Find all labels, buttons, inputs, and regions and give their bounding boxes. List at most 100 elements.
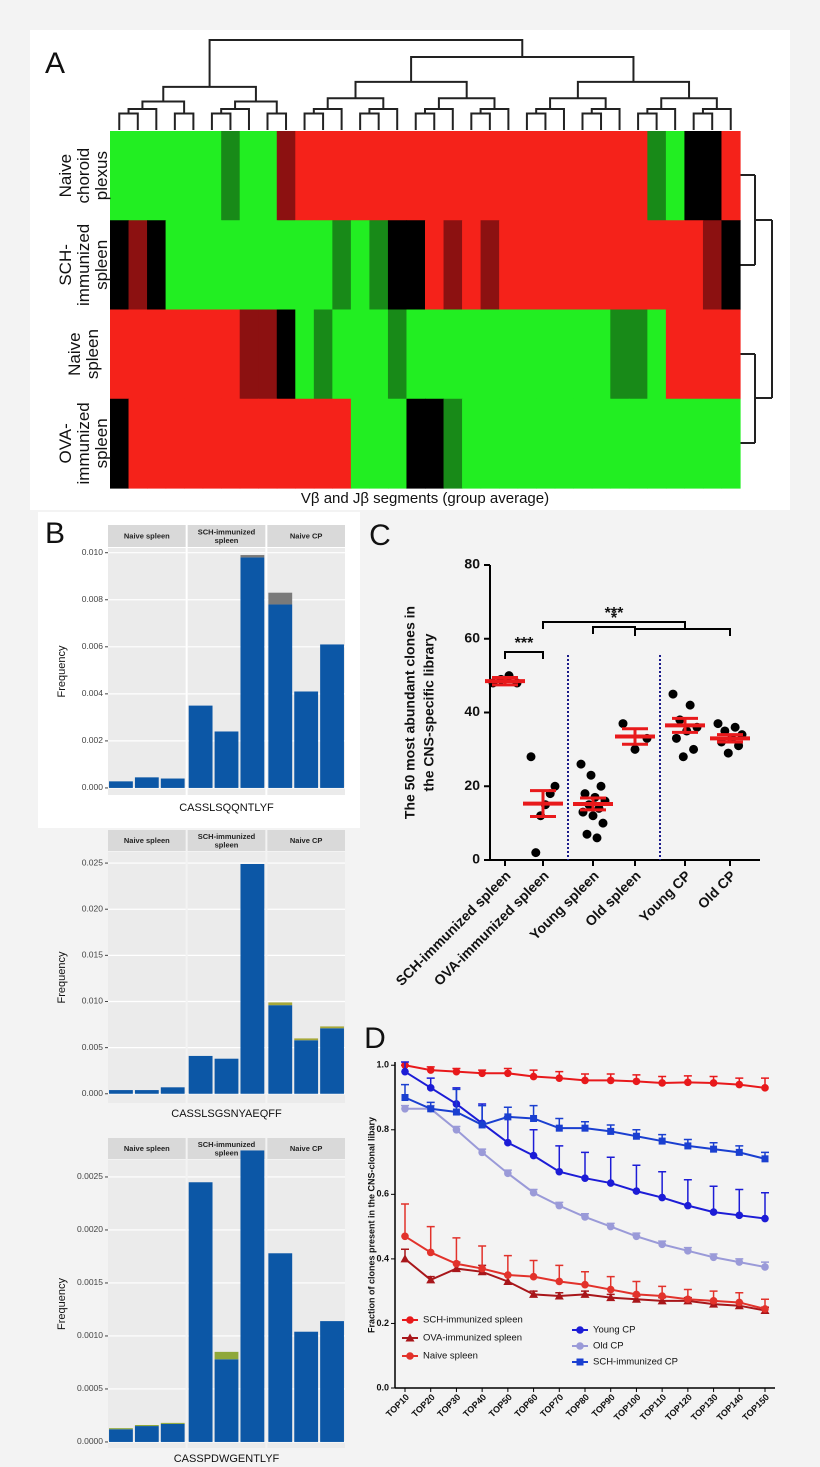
bar [109, 781, 133, 788]
data-point [555, 1124, 563, 1132]
heatmap-cell [462, 309, 482, 400]
heatmap-cell [665, 309, 686, 400]
data-point [632, 1077, 641, 1086]
heatmap-cell [147, 309, 167, 400]
data-point [735, 1211, 744, 1220]
heatmap-cell [647, 220, 667, 311]
y-tick-label: 0.008 [82, 594, 104, 604]
data-point [581, 1213, 589, 1221]
heatmap-cell [591, 220, 611, 311]
data-point [555, 1167, 564, 1176]
data-point [632, 1187, 641, 1195]
heatmap-cell [536, 309, 556, 400]
heatmap-cell [369, 131, 389, 221]
heatmap-cell [110, 131, 130, 221]
facet-label: Naive CP [290, 1144, 323, 1153]
significance-bracket [634, 628, 731, 636]
bar [240, 1150, 265, 1442]
data-point [632, 1132, 640, 1140]
data-point [713, 719, 723, 729]
heatmap-cell [221, 220, 241, 311]
data-point [478, 1148, 486, 1157]
heatmap-cell [202, 309, 222, 400]
heatmap-cell [295, 398, 315, 489]
error-bar [452, 1237, 461, 1264]
y-tick-label: 0.002 [82, 735, 104, 745]
error-bar [709, 1185, 718, 1213]
y-tick-label: 0.0025 [77, 1171, 103, 1181]
legend-label: Old CP [593, 1341, 624, 1352]
error-bar [683, 1179, 692, 1206]
heatmap-cell [128, 131, 148, 221]
y-axis-label: Frequency [56, 951, 68, 1003]
data-point [452, 1067, 461, 1076]
data-point [684, 1078, 692, 1087]
heatmap-cell [443, 309, 463, 400]
bar [134, 1424, 159, 1427]
heatmap-cell [721, 131, 741, 221]
data-point [554, 1291, 564, 1300]
data-point [761, 1214, 769, 1223]
heatmap-cell [573, 309, 593, 400]
heatmap-cell [554, 398, 574, 489]
heatmap-cell [573, 220, 593, 311]
data-point [709, 1079, 718, 1087]
panel-letter: D [364, 1022, 386, 1055]
y-tick-label: 0.010 [82, 996, 104, 1006]
y-tick-label: 0.0020 [77, 1224, 103, 1234]
data-point [580, 789, 590, 799]
heatmap-cell [313, 398, 333, 489]
data-point [761, 1084, 769, 1092]
data-point [761, 1263, 769, 1271]
error-bar [622, 727, 648, 746]
error-bar [426, 1225, 435, 1253]
heatmap-cell [517, 220, 537, 311]
data-point [658, 1292, 666, 1300]
legend-label: Young CP [593, 1325, 635, 1336]
bar [160, 1422, 185, 1424]
heatmap-cell [221, 309, 241, 400]
error-bar [555, 1145, 564, 1172]
data-point [529, 1151, 538, 1160]
legend-marker [406, 1316, 414, 1324]
facet-label: Naive CP [290, 836, 323, 845]
data-point [685, 700, 695, 710]
data-point [426, 1084, 435, 1092]
heatmap-cell [702, 131, 723, 221]
data-point [684, 1142, 692, 1150]
y-axis-label: Fraction of clones present in the CNS-cl… [366, 1117, 376, 1333]
bar [268, 1002, 293, 1006]
data-point [606, 1076, 615, 1085]
y-tick-label: 0.020 [82, 903, 104, 913]
row-label: OVA-immunizedspleen [56, 402, 111, 484]
bar [320, 644, 344, 788]
data-point [555, 1277, 564, 1286]
heatmap-cell [369, 398, 389, 489]
data-point [684, 1295, 692, 1304]
facet-strip [267, 830, 345, 851]
heatmap-cell [276, 398, 296, 489]
y-tick-label: 80 [464, 556, 480, 572]
bar [188, 1055, 213, 1094]
data-point [606, 1222, 615, 1231]
error-bar [580, 796, 606, 812]
heatmap-cell [406, 131, 426, 221]
data-point [581, 1280, 589, 1289]
bar [268, 1253, 293, 1442]
data-point [503, 1276, 513, 1285]
legend-label: SCH-immunized CP [593, 1357, 678, 1368]
data-point [632, 1232, 641, 1241]
data-point [576, 759, 586, 769]
data-point [504, 1069, 512, 1078]
heatmap-cell [350, 131, 371, 221]
data-point [684, 1247, 692, 1255]
heatmap-cell [239, 309, 259, 400]
heatmap-cell [425, 220, 445, 311]
significance-bracket [504, 651, 544, 659]
data-point [658, 1137, 666, 1145]
significance-bracket [542, 621, 686, 629]
bar [294, 1038, 319, 1041]
bar [294, 1040, 319, 1094]
heatmap-cell [628, 309, 648, 400]
